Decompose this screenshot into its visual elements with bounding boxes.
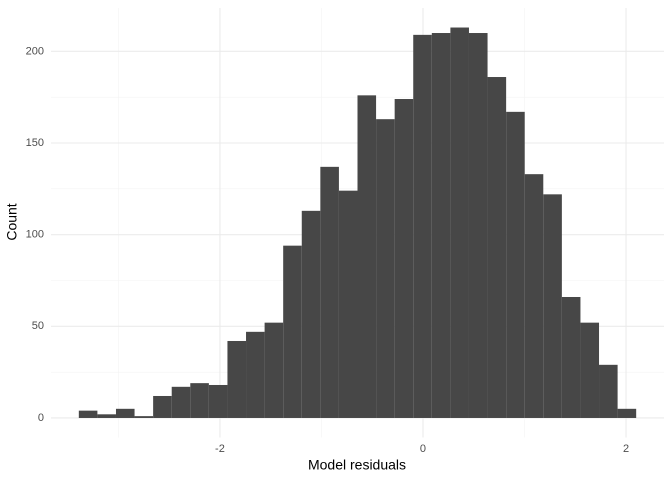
bar [376,119,395,418]
bar [171,386,191,418]
y-tick-label: 100 [26,229,44,241]
y-axis-title: Count [4,203,20,240]
bar [246,331,265,418]
bar [487,77,507,418]
bar [450,27,469,418]
bar [320,166,339,418]
y-tick-label: 50 [32,320,44,332]
bar [599,364,618,418]
bar [97,414,116,418]
y-tick-label: 150 [26,137,44,149]
x-axis-title: Model residuals [308,457,406,473]
bar [338,190,358,418]
bar [580,322,600,418]
x-tick-label: -2 [215,443,225,455]
bar [543,194,562,418]
bar [227,340,247,418]
bar [153,395,172,418]
bar [413,34,432,418]
bar [506,111,525,418]
bar [115,408,135,418]
bar [134,416,154,418]
bar [208,384,228,418]
bar [301,210,321,418]
bar [524,174,544,418]
y-tick-label: 200 [26,45,44,57]
bar [190,383,209,418]
bar [357,95,377,418]
bar [264,322,284,418]
x-tick-label: 2 [623,443,629,455]
bar [283,245,302,418]
bar [394,99,414,418]
bar [561,296,581,418]
bar [78,410,98,418]
bar [431,33,451,418]
x-tick-label: 0 [420,443,426,455]
bar [617,408,637,418]
y-tick-label: 0 [38,412,44,424]
bar [468,33,488,418]
